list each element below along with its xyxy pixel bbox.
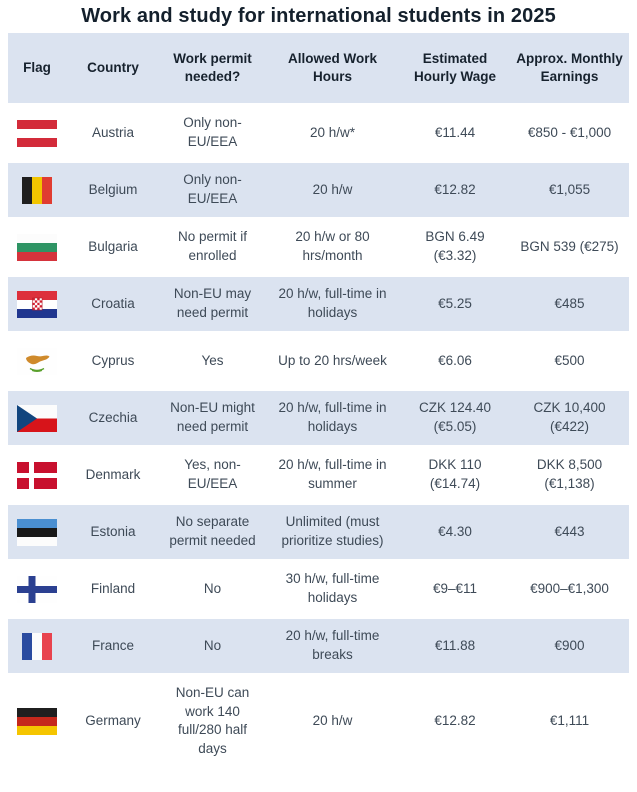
earnings-cell: CZK 10,400 (€422) <box>510 391 629 445</box>
table-header: Flag Country Work permit needed? Allowed… <box>8 33 629 103</box>
wage-cell: DKK 110 (€14.74) <box>400 448 510 502</box>
column-header-country: Country <box>66 33 160 103</box>
flag-cell <box>8 106 66 160</box>
estonia-flag-icon <box>17 518 57 546</box>
earnings-cell: €1,055 <box>510 163 629 217</box>
column-header-flag: Flag <box>8 33 66 103</box>
column-header-wage: Estimated Hourly Wage <box>400 33 510 103</box>
hours-cell: 20 h/w, full-time in holidays <box>265 277 400 331</box>
earnings-cell: DKK 8,500 (€1,138) <box>510 448 629 502</box>
permit-cell: Only non-EU/EEA <box>160 106 265 160</box>
country-cell: France <box>66 619 160 673</box>
table-body: Austria Only non-EU/EEA 20 h/w* €11.44 €… <box>8 106 629 767</box>
table-row: Estonia No separate permit needed Unlimi… <box>8 505 629 559</box>
country-cell: Finland <box>66 562 160 616</box>
hours-cell: 20 h/w, full-time in holidays <box>265 391 400 445</box>
flag-cell <box>8 391 66 445</box>
permit-cell: No separate permit needed <box>160 505 265 559</box>
column-header-permit: Work permit needed? <box>160 33 265 103</box>
czechia-flag-icon <box>17 404 57 432</box>
table-row: Germany Non-EU can work 140 full/280 hal… <box>8 676 629 767</box>
country-cell: Denmark <box>66 448 160 502</box>
hours-cell: 20 h/w or 80 hrs/month <box>265 220 400 274</box>
permit-cell: No <box>160 619 265 673</box>
earnings-cell: €900–€1,300 <box>510 562 629 616</box>
permit-cell: Non-EU may need permit <box>160 277 265 331</box>
flag-cell <box>8 619 66 673</box>
hours-cell: 20 h/w <box>265 163 400 217</box>
table-row: Denmark Yes, non-EU/EEA 20 h/w, full-tim… <box>8 448 629 502</box>
students-work-table: Flag Country Work permit needed? Allowed… <box>8 30 629 770</box>
permit-cell: Non-EU can work 140 full/280 half days <box>160 676 265 767</box>
wage-cell: BGN 6.49 (€3.32) <box>400 220 510 274</box>
hours-cell: 30 h/w, full-time holidays <box>265 562 400 616</box>
permit-cell: Yes, non-EU/EEA <box>160 448 265 502</box>
flag-cell <box>8 334 66 388</box>
croatia-flag-icon <box>17 290 57 318</box>
hours-cell: 20 h/w* <box>265 106 400 160</box>
germany-flag-icon <box>17 707 57 735</box>
finland-flag-icon <box>17 575 57 603</box>
column-header-hours: Allowed Work Hours <box>265 33 400 103</box>
flag-cell <box>8 676 66 767</box>
denmark-flag-icon <box>17 461 57 489</box>
table-row: Belgium Only non-EU/EEA 20 h/w €12.82 €1… <box>8 163 629 217</box>
country-cell: Belgium <box>66 163 160 217</box>
country-cell: Bulgaria <box>66 220 160 274</box>
earnings-cell: €485 <box>510 277 629 331</box>
country-cell: Croatia <box>66 277 160 331</box>
flag-cell <box>8 505 66 559</box>
flag-cell <box>8 220 66 274</box>
earnings-cell: BGN 539 (€275) <box>510 220 629 274</box>
permit-cell: No permit if enrolled <box>160 220 265 274</box>
flag-cell <box>8 163 66 217</box>
wage-cell: €5.25 <box>400 277 510 331</box>
flag-cell <box>8 277 66 331</box>
table-row: Bulgaria No permit if enrolled 20 h/w or… <box>8 220 629 274</box>
hours-cell: 20 h/w, full-time in summer <box>265 448 400 502</box>
wage-cell: €6.06 <box>400 334 510 388</box>
wage-cell: €11.44 <box>400 106 510 160</box>
header-row: Flag Country Work permit needed? Allowed… <box>8 33 629 103</box>
table-row: Finland No 30 h/w, full-time holidays €9… <box>8 562 629 616</box>
permit-cell: No <box>160 562 265 616</box>
wage-cell: €9–€11 <box>400 562 510 616</box>
wage-cell: CZK 124.40 (€5.05) <box>400 391 510 445</box>
country-cell: Czechia <box>66 391 160 445</box>
permit-cell: Yes <box>160 334 265 388</box>
earnings-cell: €850 - €1,000 <box>510 106 629 160</box>
hours-cell: 20 h/w <box>265 676 400 767</box>
austria-flag-icon <box>17 119 57 147</box>
column-header-earnings: Approx. Monthly Earnings <box>510 33 629 103</box>
table-row: Cyprus Yes Up to 20 hrs/week €6.06 €500 <box>8 334 629 388</box>
earnings-cell: €443 <box>510 505 629 559</box>
wage-cell: €4.30 <box>400 505 510 559</box>
earnings-cell: €900 <box>510 619 629 673</box>
table-row: Croatia Non-EU may need permit 20 h/w, f… <box>8 277 629 331</box>
cyprus-flag-icon <box>17 347 57 375</box>
page-title: Work and study for international student… <box>81 5 556 27</box>
france-flag-icon <box>22 632 52 660</box>
table-row: France No 20 h/w, full-time breaks €11.8… <box>8 619 629 673</box>
country-cell: Austria <box>66 106 160 160</box>
bulgaria-flag-icon <box>17 233 57 261</box>
wage-cell: €11.88 <box>400 619 510 673</box>
wage-cell: €12.82 <box>400 676 510 767</box>
earnings-cell: €500 <box>510 334 629 388</box>
earnings-cell: €1,111 <box>510 676 629 767</box>
permit-cell: Non-EU might need permit <box>160 391 265 445</box>
permit-cell: Only non-EU/EEA <box>160 163 265 217</box>
country-cell: Germany <box>66 676 160 767</box>
flag-cell <box>8 448 66 502</box>
hours-cell: 20 h/w, full-time breaks <box>265 619 400 673</box>
hours-cell: Up to 20 hrs/week <box>265 334 400 388</box>
flag-cell <box>8 562 66 616</box>
table-row: Austria Only non-EU/EEA 20 h/w* €11.44 €… <box>8 106 629 160</box>
country-cell: Estonia <box>66 505 160 559</box>
hours-cell: Unlimited (must prioritize studies) <box>265 505 400 559</box>
country-cell: Cyprus <box>66 334 160 388</box>
belgium-flag-icon <box>22 176 52 204</box>
wage-cell: €12.82 <box>400 163 510 217</box>
table-row: Czechia Non-EU might need permit 20 h/w,… <box>8 391 629 445</box>
